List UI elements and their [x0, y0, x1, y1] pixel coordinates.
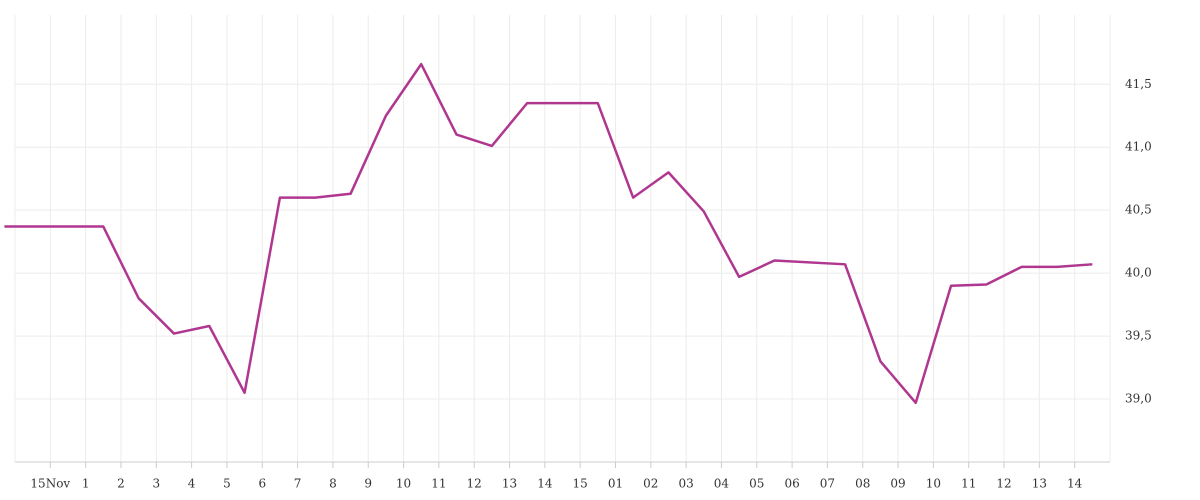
- x-tick-label: 06: [784, 477, 799, 491]
- x-tick-label: 14: [1067, 477, 1083, 491]
- x-tick-label: 9: [364, 477, 372, 491]
- x-tick-label: 15Nov: [30, 477, 70, 491]
- x-tick-label: 13: [502, 477, 517, 491]
- y-tick-label: 41,5: [1125, 77, 1152, 91]
- x-tick-label: 7: [294, 477, 302, 491]
- x-tick-label: 01: [608, 477, 623, 491]
- x-tick-label: 6: [258, 477, 266, 491]
- y-tick-label: 39,5: [1125, 329, 1152, 343]
- x-tick-label: 11: [961, 477, 976, 491]
- x-tick-label: 04: [714, 477, 730, 491]
- x-tick-label: 13: [1032, 477, 1047, 491]
- x-tick-label: 2: [117, 477, 125, 491]
- y-tick-label: 40,5: [1125, 203, 1152, 217]
- line: [4, 62, 1093, 405]
- x-tick-label: 09: [890, 477, 905, 491]
- y-tick-label: 39,0: [1125, 392, 1152, 406]
- y-tick-label: 40,0: [1125, 266, 1152, 280]
- x-tick-label: 07: [820, 477, 835, 491]
- x-tick-label: 02: [643, 477, 658, 491]
- x-tick-label: 3: [152, 477, 160, 491]
- x-tick-label: 11: [431, 477, 446, 491]
- x-tick-label: 14: [537, 477, 553, 491]
- x-tick-label: 8: [329, 477, 337, 491]
- x-tick-label: 12: [467, 477, 482, 491]
- x-tick-label: 15: [573, 477, 588, 491]
- x-tick-label: 10: [926, 477, 941, 491]
- x-tick-label: 4: [188, 477, 196, 491]
- x-tick-label: 03: [678, 477, 693, 491]
- y-tick-label: 41,0: [1125, 140, 1152, 154]
- x-tick-label: 5: [223, 477, 231, 491]
- x-tick-label: 05: [749, 477, 764, 491]
- x-tick-label: 1: [82, 477, 90, 491]
- x-tick-label: 12: [996, 477, 1011, 491]
- x-tick-label: 10: [396, 477, 411, 491]
- x-tick-label: 08: [855, 477, 870, 491]
